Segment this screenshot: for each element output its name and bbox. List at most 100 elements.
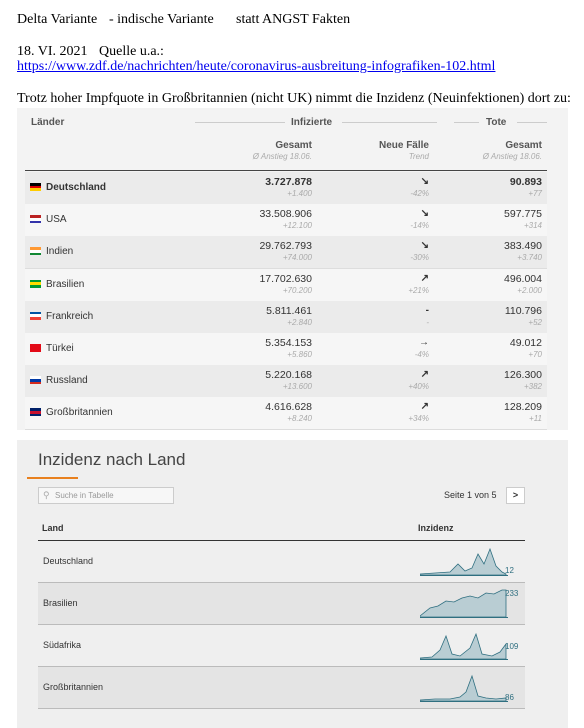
total-increase: +5.860: [287, 350, 312, 359]
table-row: Großbritannien 4.616.628 +8.240 ↗ +34% 128.20…: [25, 397, 547, 430]
country: Frankreich: [46, 310, 94, 322]
country: Deutschland: [46, 182, 107, 193]
country: Brasilien: [46, 278, 85, 290]
total-increase: +12.100: [282, 221, 312, 231]
group-header: Infizierte: [291, 117, 333, 128]
title: - indische Variante: [109, 12, 214, 27]
country: Großbritannien: [46, 407, 113, 419]
flag: [30, 247, 41, 256]
group-header: Tote: [486, 117, 507, 128]
deaths-increase: +11: [529, 414, 542, 424]
trend-arrow: ↘: [420, 208, 429, 220]
group-rule: [195, 122, 285, 123]
group-header: Länder: [31, 117, 65, 128]
total-increase: +74.000: [282, 253, 312, 263]
total: 29.762.793: [259, 240, 312, 253]
table-row: USA 33.508.906 +12.100 ↘ -14% 597.775 +314: [25, 204, 547, 238]
date: 18. VI. 2021: [17, 44, 88, 59]
total: 4.616.628: [265, 401, 312, 414]
deaths: 126.300: [504, 369, 542, 382]
title: statt ANGST Fakten: [236, 12, 351, 27]
country: Großbritannien: [43, 682, 104, 692]
flag: [30, 376, 41, 385]
group-rule: [454, 122, 479, 123]
column-header: Gesamt: [275, 140, 312, 151]
trend-arrow: ↗: [420, 401, 429, 413]
deaths-increase: +314: [523, 221, 542, 231]
sparkline: [420, 632, 508, 660]
incidence-row: Südafrika 109: [38, 625, 525, 667]
deaths-increase: +70: [528, 350, 542, 359]
country: Brasilien: [43, 598, 78, 608]
next-button[interactable]: >: [506, 487, 525, 504]
trend-arrow: ↘: [420, 176, 429, 187]
table-row: Türkei 5.354.153 +5.860 → -4% 49.012 +70: [25, 333, 547, 366]
country: Indien: [46, 246, 74, 258]
new-change: -: [426, 317, 429, 327]
total-increase: +2.840: [287, 317, 312, 327]
table-row: Deutschland 3.727.878 +1.400 ↘ -42% 90.893 +77: [25, 172, 547, 205]
incidence-row: Großbritannien 86: [38, 667, 525, 709]
deaths-increase: +3.740: [517, 253, 542, 263]
flag: [30, 279, 41, 288]
sparkline: [420, 589, 508, 618]
total-increase: +1.400: [287, 189, 312, 198]
incidence-value: 86: [505, 693, 514, 702]
source-label: Quelle u.a.:: [99, 44, 164, 59]
country: Russland: [46, 375, 88, 387]
intro: Trotz hoher Impfquote in Großbritannien …: [17, 91, 571, 106]
total-increase: +8.240: [287, 414, 312, 424]
search-icon: ⚲: [43, 490, 50, 500]
link[interactable]: https://www.zdf.de/nachrichten/heute/cor…: [17, 59, 496, 74]
flag: [30, 183, 41, 192]
sparkline: [420, 674, 508, 702]
group-rule: [517, 122, 547, 123]
country: Deutschland: [43, 556, 94, 566]
deaths: 49.012: [509, 337, 542, 349]
table-row: Russland 5.220.168 +13.600 ↗ +40% 126.300 +382: [25, 365, 547, 399]
deaths: 383.490: [504, 240, 542, 253]
header-incidence: Inzidenz: [418, 523, 454, 533]
trend-arrow: -: [425, 304, 429, 316]
new-change: -30%: [410, 253, 429, 263]
new-change: -14%: [410, 221, 429, 231]
header-rule: [25, 170, 547, 171]
column-subheader: Ø Anstieg 18.06.: [252, 152, 312, 161]
incidence-value: 12: [505, 566, 514, 575]
search-box[interactable]: [38, 487, 174, 504]
total: 5.354.153: [265, 337, 312, 349]
sparkline-area: [420, 589, 507, 618]
header-rule: [38, 540, 525, 541]
table-row: Frankreich 5.811.461 +2.840 - - 110.796 +52: [25, 300, 547, 334]
total: 5.811.461: [266, 304, 312, 317]
total: 3.727.878: [265, 176, 312, 188]
trend-arrow: ↘: [420, 240, 429, 252]
deaths: 128.209: [504, 401, 542, 414]
total: 17.702.630: [259, 272, 312, 285]
country: Südafrika: [43, 640, 82, 650]
trend-arrow: →: [419, 337, 429, 348]
incidence-row: Brasilien 233: [38, 583, 525, 625]
sparkline: [420, 547, 508, 576]
incidence-row: Deutschland 12: [38, 541, 525, 583]
trend-arrow: ↗: [420, 369, 429, 381]
deaths-increase: +382: [523, 382, 542, 392]
new-change: +21%: [408, 285, 429, 295]
flag: [30, 344, 41, 353]
header-land: Land: [42, 523, 64, 533]
new-change: +40%: [408, 382, 429, 392]
new-change: -4%: [414, 350, 429, 359]
flag: [30, 215, 41, 224]
table-row: Indien 29.762.793 +74.000 ↘ -30% 383.490 +3.74…: [25, 236, 547, 270]
incidence-value: 233: [505, 589, 519, 598]
deaths-increase: +2.000: [517, 285, 542, 295]
search-placeholder: Suche in Tabelle: [55, 491, 114, 500]
deaths: 110.796: [504, 304, 542, 317]
column-subheader: Trend: [408, 152, 429, 161]
underline: [27, 477, 78, 479]
sparkline-area: [420, 632, 507, 660]
country: Türkei: [46, 343, 74, 354]
table-row: Brasilien 17.702.630 +70.200 ↗ +21% 496.004 +2…: [25, 268, 547, 302]
group-rule: [342, 122, 437, 123]
